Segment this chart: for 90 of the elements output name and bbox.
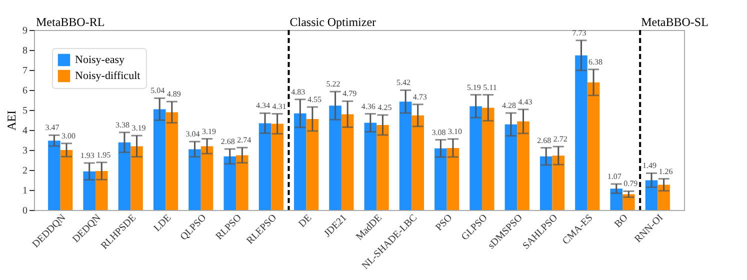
text: MetaBBO-SL — [641, 15, 708, 29]
bar — [60, 150, 73, 210]
y-tick-label: 7 — [22, 66, 28, 76]
bar — [258, 123, 272, 210]
y-axis-title: AEI — [4, 110, 18, 130]
data-label: 4.28 — [502, 101, 516, 110]
bar — [153, 109, 166, 210]
data-label: 4.36 — [361, 102, 376, 111]
y-tick-label: 6 — [22, 86, 28, 96]
data-label: 5.11 — [483, 82, 497, 92]
data-label: 0.79 — [624, 179, 638, 188]
data-label: 4.79 — [342, 89, 357, 98]
bar — [236, 155, 248, 210]
bar — [434, 148, 447, 210]
bar — [446, 148, 460, 210]
data-label: 5.04 — [150, 86, 165, 96]
data-label: 3.47 — [45, 123, 60, 132]
y-tick-label: 0 — [22, 206, 28, 216]
y-tick-label: 2 — [22, 166, 28, 176]
data-label: 4.25 — [378, 103, 392, 112]
bar — [364, 122, 377, 210]
bar — [48, 140, 60, 210]
bar — [166, 112, 178, 210]
data-label: 4.55 — [307, 95, 322, 104]
data-label: 5.22 — [326, 80, 340, 89]
data-label: 6.38 — [588, 57, 603, 66]
data-label: 4.89 — [166, 90, 181, 99]
data-label: 5.19 — [466, 82, 481, 92]
bar — [83, 171, 96, 210]
y-tick-label: 8 — [22, 46, 28, 56]
data-label: 1.26 — [658, 166, 673, 176]
bar — [224, 156, 236, 210]
bar — [504, 124, 518, 210]
data-label: 1.93 — [80, 151, 94, 160]
data-label: 2.68 — [220, 137, 235, 146]
bar — [412, 115, 424, 210]
x-tick-label: BO — [612, 212, 630, 230]
bar — [658, 184, 670, 210]
y-tick-label: 3 — [22, 146, 28, 156]
data-label: 2.72 — [553, 134, 568, 144]
bar — [271, 124, 284, 210]
bar — [575, 55, 588, 210]
data-label: 3.00 — [62, 131, 76, 140]
bar — [130, 146, 143, 210]
bar — [587, 82, 600, 210]
bar — [470, 106, 482, 210]
bar — [610, 188, 623, 210]
bar — [200, 146, 214, 210]
bar — [645, 180, 658, 210]
data-label: 4.34 — [256, 101, 270, 110]
bar — [376, 125, 389, 210]
data-label: 1.95 — [96, 150, 111, 160]
x-tick-label: DE — [296, 212, 314, 230]
data-label: 1.07 — [607, 172, 622, 181]
data-label: 4.83 — [291, 87, 306, 96]
x-tick-label: PSO — [434, 212, 455, 234]
data-label: 5.42 — [396, 78, 411, 88]
y-tick-label: 4 — [22, 126, 28, 136]
bar — [517, 121, 530, 210]
text: MetaBBO-RL — [36, 15, 105, 29]
data-label: 2.74 — [237, 136, 252, 145]
data-label: 3.04 — [186, 130, 200, 139]
bar — [482, 108, 494, 210]
data-label: 3.19 — [132, 124, 146, 133]
data-label: 3.38 — [115, 120, 130, 130]
data-label: 1.49 — [642, 161, 656, 170]
legend-label: Noisy-difficult — [75, 70, 140, 82]
data-label: 4.73 — [412, 92, 427, 102]
y-tick-label: 1 — [22, 186, 28, 196]
bar — [329, 106, 342, 210]
bar — [540, 156, 552, 210]
data-label: 3.08 — [432, 128, 446, 137]
bar — [341, 114, 354, 210]
legend-label: Noisy-easy — [75, 54, 125, 66]
bar — [294, 113, 306, 210]
bar — [399, 102, 412, 210]
data-label: 4.31 — [272, 102, 286, 111]
text: Classic Optimizer — [290, 15, 376, 29]
y-tick-label: 9 — [22, 26, 28, 36]
data-label: 3.19 — [202, 126, 216, 136]
bar — [552, 156, 565, 210]
data-label: 7.73 — [572, 28, 586, 38]
y-tick-label: 5 — [22, 106, 28, 116]
data-label: 3.10 — [448, 127, 462, 136]
data-label: 4.43 — [518, 97, 532, 106]
bar — [118, 142, 131, 210]
bar — [188, 149, 201, 210]
data-label: 2.68 — [537, 136, 552, 145]
bar — [306, 119, 319, 210]
bar — [95, 171, 108, 210]
